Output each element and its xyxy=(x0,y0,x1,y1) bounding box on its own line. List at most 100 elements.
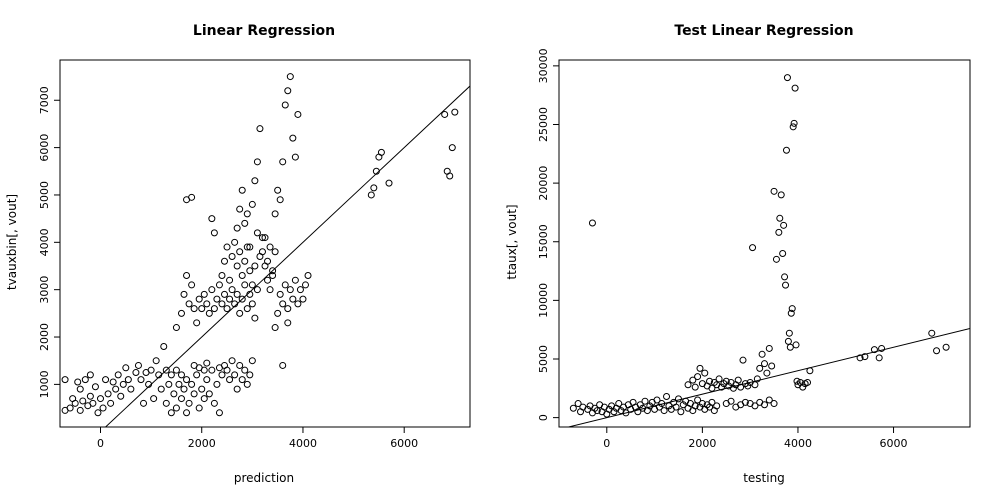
data-point xyxy=(155,371,163,379)
data-point xyxy=(744,382,752,390)
data-point xyxy=(775,228,783,236)
x-tick-label: 4000 xyxy=(784,437,812,450)
data-point xyxy=(634,408,642,416)
data-point xyxy=(765,396,773,404)
data-point xyxy=(615,400,623,408)
data-point xyxy=(799,383,807,391)
data-point xyxy=(243,380,251,388)
data-point xyxy=(286,73,294,81)
data-point xyxy=(170,390,178,398)
data-point xyxy=(370,184,378,192)
data-point xyxy=(258,234,266,242)
data-point xyxy=(588,219,596,227)
data-point xyxy=(806,367,814,375)
data-point xyxy=(122,364,130,372)
data-point xyxy=(243,305,251,313)
data-point xyxy=(279,361,287,369)
data-point xyxy=(218,271,226,279)
data-point xyxy=(102,376,110,384)
data-point xyxy=(218,371,226,379)
data-point xyxy=(183,409,191,417)
data-point xyxy=(284,305,292,313)
data-point xyxy=(385,179,393,187)
data-point xyxy=(804,378,812,386)
data-point xyxy=(223,305,231,313)
data-point xyxy=(248,357,256,365)
data-point xyxy=(284,87,292,95)
data-point xyxy=(231,300,239,308)
data-point xyxy=(665,402,673,410)
data-point xyxy=(271,210,279,218)
data-point xyxy=(127,385,135,393)
data-point xyxy=(674,395,682,403)
data-point xyxy=(710,378,718,386)
data-point xyxy=(183,271,191,279)
data-point xyxy=(756,398,764,406)
data-point xyxy=(246,267,254,275)
data-point xyxy=(195,295,203,303)
data-point xyxy=(119,380,127,388)
data-point xyxy=(672,403,680,411)
data-point xyxy=(751,381,759,389)
data-point xyxy=(732,403,740,411)
data-point xyxy=(749,244,757,252)
data-point xyxy=(779,249,787,257)
y-axis: 1000 2000 3000 4000 5000 6000 7000 xyxy=(38,86,60,398)
data-point xyxy=(770,400,778,408)
data-point xyxy=(223,243,231,251)
y-axis-label: ttaux[, vout] xyxy=(505,204,519,279)
data-point xyxy=(248,200,256,208)
data-point xyxy=(756,364,764,372)
data-point xyxy=(193,371,201,379)
data-point xyxy=(177,371,185,379)
data-point xyxy=(291,276,299,284)
y-tick-label: 0 xyxy=(537,414,550,421)
data-point xyxy=(231,238,239,246)
fit-line xyxy=(566,328,970,427)
data-point xyxy=(276,196,284,204)
data-point xyxy=(271,324,279,332)
data-point xyxy=(253,286,261,294)
data-point xyxy=(215,409,223,417)
data-point xyxy=(238,295,246,303)
data-point xyxy=(258,248,266,256)
data-point xyxy=(713,402,721,410)
data-point xyxy=(185,300,193,308)
data-point xyxy=(264,276,272,284)
data-point xyxy=(708,384,716,392)
data-point xyxy=(266,286,274,294)
data-point xyxy=(296,286,304,294)
plot-frame xyxy=(558,59,971,428)
data-point xyxy=(248,300,256,308)
data-point xyxy=(246,371,254,379)
data-point xyxy=(279,300,287,308)
data-point xyxy=(793,377,801,385)
data-point xyxy=(205,309,213,317)
y-tick-label: 15000 xyxy=(537,224,550,259)
data-point xyxy=(928,329,936,337)
data-point xyxy=(236,361,244,369)
data-point xyxy=(180,385,188,393)
data-point xyxy=(172,324,180,332)
data-point xyxy=(610,408,618,416)
y-tick-label: 3000 xyxy=(38,276,51,304)
data-point xyxy=(215,281,223,289)
data-point xyxy=(782,146,790,154)
data-point xyxy=(246,243,254,251)
data-point xyxy=(264,257,272,265)
data-point xyxy=(162,366,170,374)
data-point xyxy=(367,191,375,199)
data-point xyxy=(190,390,198,398)
data-point xyxy=(777,191,785,199)
data-point xyxy=(691,402,699,410)
data-point xyxy=(776,214,784,222)
data-point xyxy=(140,399,148,407)
data-point xyxy=(706,377,714,385)
data-point xyxy=(188,380,196,388)
data-point xyxy=(291,153,299,161)
data-point xyxy=(791,84,799,92)
y-tick-label: 1000 xyxy=(38,370,51,398)
data-point xyxy=(236,309,244,317)
data-point xyxy=(228,286,236,294)
data-point xyxy=(689,376,697,384)
